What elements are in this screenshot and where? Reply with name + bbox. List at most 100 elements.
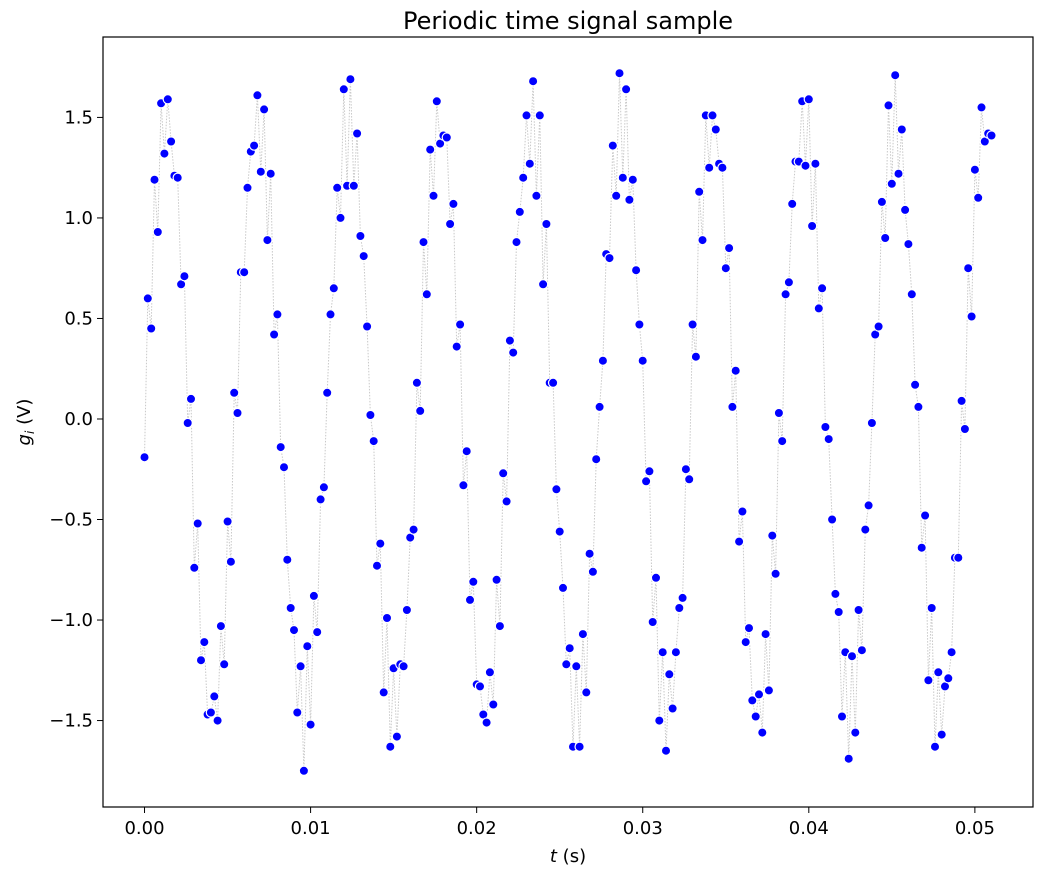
data-point [650,572,662,584]
data-point [451,341,462,352]
data-point [218,659,230,670]
data-point [541,218,552,230]
data-point [926,602,937,614]
data-point [730,365,741,376]
data-point [803,94,815,105]
data-point [292,707,303,718]
data-point [142,293,153,304]
data-point [464,594,476,606]
data-point [375,538,386,549]
data-point [484,667,496,678]
data-point [508,347,519,358]
data-point [258,104,270,115]
data-point [627,174,639,185]
data-point [710,124,722,135]
data-point [551,484,562,495]
data-point [149,174,160,185]
y-tick-label: 1.5 [64,107,93,128]
data-point [654,715,665,726]
data-point [361,321,373,332]
data-point [946,647,957,658]
x-axis-label: t (s) [550,846,586,867]
data-point [890,69,901,81]
data-point [770,568,781,580]
data-point [458,480,469,491]
data-point [205,707,217,718]
data-point [856,645,868,656]
data-point [345,73,356,85]
data-point [415,405,426,417]
data-point [923,675,934,686]
data-point [687,319,698,330]
data-point [773,407,785,419]
data-point [494,620,506,632]
data-point [810,158,821,169]
data-point [365,409,376,421]
data-point [723,242,735,254]
data-point [527,75,539,87]
data-point [421,289,432,300]
data-point [733,536,745,547]
data-point [358,250,369,262]
data-point [305,719,316,730]
data-point [571,661,582,672]
data-point [813,303,825,314]
data-point [268,329,280,340]
data-point [312,626,323,638]
data-point [225,556,237,567]
data-point [973,192,984,203]
data-point [368,435,379,447]
data-point [657,647,668,658]
data-point [674,602,685,614]
x-tick-label: 0.03 [623,818,663,839]
data-point [743,622,755,634]
data-point [919,510,931,521]
data-point [278,462,290,473]
data-point [408,524,419,535]
y-tick-label: 0.0 [64,409,93,430]
data-point [591,454,602,465]
data-point [298,765,310,777]
data-point [697,234,708,246]
data-point [518,172,529,183]
data-point [481,717,492,728]
data-point [853,604,864,616]
data-point [189,562,200,574]
data-point [504,335,516,346]
data-point [371,560,383,571]
data-point [611,190,622,201]
data-point [863,500,874,511]
data-point [820,421,831,433]
data-point [896,124,908,135]
data-point [587,566,599,578]
data-point [677,592,688,604]
y-tick-label: 0.5 [64,308,93,329]
data-point [288,624,300,636]
chart-title: Periodic time signal sample [403,7,733,35]
data-point [680,464,692,475]
data-point [511,236,522,248]
data-point [335,212,346,224]
data-point [899,204,911,216]
data-point [823,433,834,445]
signal-line [144,73,992,771]
data-point [727,401,738,413]
data-point [275,441,286,453]
data-point [750,711,761,722]
data-point [441,132,452,143]
data-point [252,90,263,101]
data-point [574,741,585,752]
data-point [757,727,768,738]
data-series [139,67,997,777]
data-point [780,289,791,300]
data-point [262,234,273,246]
data-point [584,548,595,559]
x-tick-label: 0.00 [124,818,164,839]
data-point [547,377,559,388]
data-point [524,158,536,169]
data-point [886,178,898,189]
data-point [242,182,253,193]
y-axis: 1.5 1.0 0.5 0.0 −0.5 −1.0 −1.5 [49,107,103,732]
data-point [763,685,775,696]
data-point [378,687,389,698]
